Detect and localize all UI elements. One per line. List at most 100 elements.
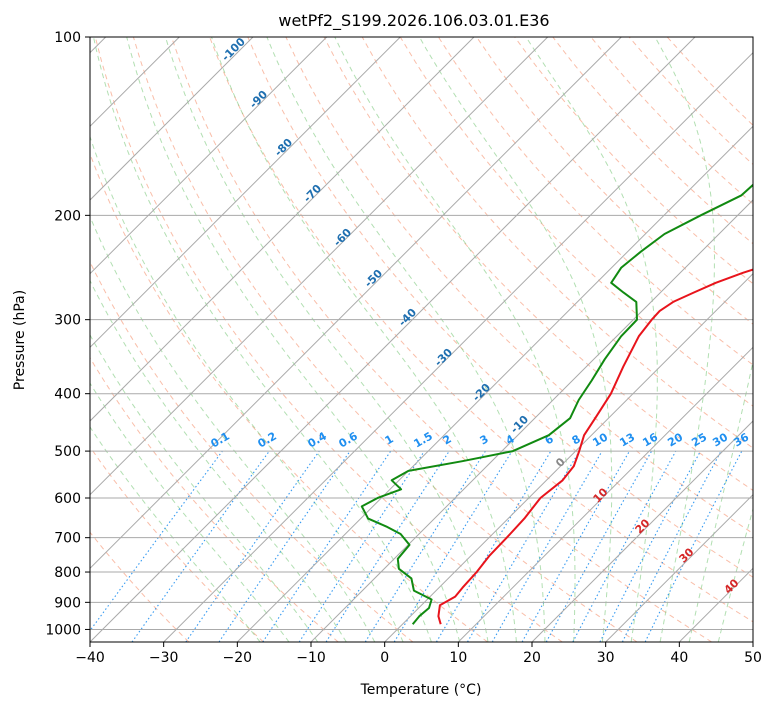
mixing-ratio-line [185, 450, 320, 642]
moist-adiabat [418, 37, 613, 642]
mixing-ratio-label: 3 [478, 432, 491, 447]
mixing-ratio-label: 2 [441, 432, 454, 447]
isotherm [457, 346, 753, 642]
x-tick-label: −10 [296, 650, 326, 666]
x-tick-label: 30 [597, 650, 615, 666]
moist-adiabat [90, 334, 319, 642]
mixing-ratio-line [393, 450, 513, 642]
x-axis-label: Temperature (°C) [360, 682, 482, 698]
y-tick-label: 500 [54, 444, 81, 460]
temperature-profile [437, 268, 753, 625]
y-tick-label: 800 [54, 565, 81, 581]
mixing-ratio-line [262, 450, 392, 642]
mixing-ratio-line [572, 450, 677, 642]
axis-ticks: −40 −30 −20 −10 0 10 20 30 40 5010020030040050060… [45, 30, 762, 666]
mixing-ratio-label: 20 [665, 430, 685, 449]
isotherm [310, 199, 753, 642]
dry-adiabat-label: -20 [470, 381, 493, 404]
moist-adiabat [334, 37, 576, 642]
x-tick-label: −40 [75, 650, 105, 666]
mixing-ratio-label: 16 [640, 430, 660, 449]
moist-adiabat [688, 359, 753, 642]
background-lines [90, 37, 753, 642]
dry-adiabat [361, 37, 753, 449]
mixing-ratio-line [298, 450, 425, 642]
mixing-ratio-label: 13 [617, 431, 637, 450]
dry-adiabat [90, 531, 190, 642]
dry-adiabat-label: -10 [508, 413, 531, 436]
mixing-ratio-line [131, 450, 270, 642]
y-tick-label: 700 [54, 531, 81, 547]
isotherm [605, 493, 753, 642]
dry-adiabat [90, 260, 414, 642]
dry-adiabat [90, 356, 339, 642]
dewpoint-profile [360, 183, 753, 625]
dry-adiabat-label: -100 [219, 35, 248, 64]
dry-adiabat [247, 37, 753, 578]
dry-adiabat-label: -70 [301, 182, 324, 205]
mixing-ratio-line [435, 450, 552, 642]
isotherm [752, 641, 753, 642]
x-tick-label: 40 [670, 650, 688, 666]
mixing-ratio-line [218, 450, 351, 642]
mixing-ratio-label: 25 [689, 431, 709, 450]
dry-adiabat-label: -30 [432, 346, 455, 369]
mixing-ratio-label: 1 [383, 432, 396, 447]
y-tick-label: 900 [54, 595, 81, 611]
y-tick-label: 200 [54, 208, 81, 224]
x-tick-label: 50 [744, 650, 762, 666]
dry-adiabat [514, 37, 753, 285]
y-tick-label: 600 [54, 491, 81, 507]
isotherm [90, 37, 328, 275]
chart-title: wetPf2_S199.2026.106.03.01.E36 [278, 11, 549, 31]
isotherm [163, 51, 753, 642]
dry-adiabat [209, 37, 753, 623]
mixing-ratio-label: 0.4 [306, 429, 330, 450]
dry-adiabat-label: -60 [331, 226, 354, 249]
plot-frame [89, 36, 754, 643]
isotherm [384, 272, 753, 642]
dry-adiabat [94, 37, 563, 642]
isotherm [90, 37, 549, 496]
dry-adiabat-label: -80 [272, 136, 295, 159]
isotherm [90, 37, 622, 570]
moist-adiabat [654, 37, 716, 642]
moist-adiabat-label: 40 [722, 576, 742, 596]
moist-adiabat [90, 215, 376, 642]
mixing-ratio-line [325, 450, 450, 642]
moist-adiabat [211, 37, 517, 642]
y-tick-label: 300 [54, 313, 81, 329]
series-layer [360, 183, 753, 625]
moist-adiabat [93, 37, 432, 642]
mixing-ratio-line [644, 450, 743, 642]
moist-adiabat-label: 10 [591, 485, 611, 505]
isotherm [90, 37, 254, 201]
isotherm [90, 37, 475, 422]
mixing-ratio-line [90, 450, 223, 632]
x-tick-label: −30 [149, 650, 179, 666]
moist-adiabat-label: 30 [677, 545, 697, 565]
y-axis-label: Pressure (hPa) [12, 290, 28, 390]
moist-adiabat [126, 37, 461, 642]
line-labels: -100-90-80-70-60-50-40-30-20-100.1 0.2 0.4… [209, 35, 752, 597]
moist-adiabat [165, 37, 489, 642]
mixing-ratio-label: 0.6 [337, 429, 361, 450]
mixing-ratio-line [521, 450, 630, 642]
moist-adiabat-label: 0 [553, 455, 568, 470]
isotherm [236, 125, 753, 642]
dry-adiabat [90, 152, 488, 642]
isotherm [531, 420, 753, 642]
moist-adiabat [717, 507, 753, 642]
y-tick-label: 400 [54, 387, 81, 403]
dry-adiabat [437, 37, 753, 366]
dry-adiabat-label: -90 [247, 88, 270, 111]
isotherm [90, 37, 696, 642]
mixing-ratio-line [545, 450, 653, 642]
moist-adiabat [525, 37, 658, 642]
grid-lines [90, 37, 753, 642]
isotherm [678, 567, 753, 642]
dry-adiabat [476, 37, 753, 325]
x-tick-label: 0 [380, 650, 389, 666]
